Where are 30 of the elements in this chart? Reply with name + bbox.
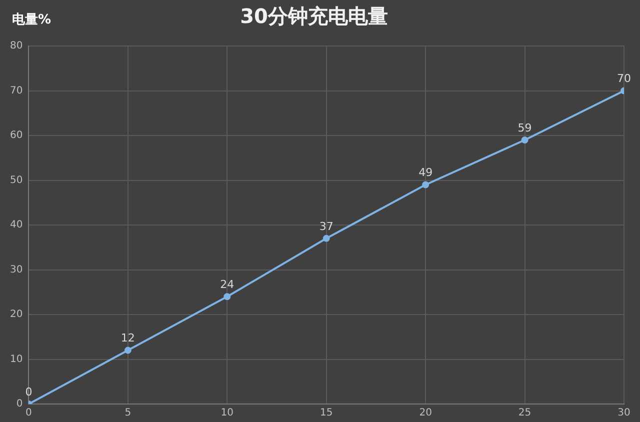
y-tick-label: 60 bbox=[10, 130, 23, 142]
data-label: 24 bbox=[220, 278, 234, 291]
y-tick-label: 40 bbox=[10, 220, 23, 231]
x-tick-label: 5 bbox=[124, 408, 132, 419]
point bbox=[521, 136, 528, 144]
data-label: 59 bbox=[518, 121, 532, 134]
data-label: 70 bbox=[617, 72, 631, 86]
data-label: 0 bbox=[25, 385, 32, 398]
y-tick-label: 50 bbox=[10, 174, 23, 186]
x-tick-label: 0 bbox=[26, 408, 32, 419]
x-tick-label: 15 bbox=[320, 408, 333, 419]
y-tick-label: 0 bbox=[16, 398, 23, 410]
y-tick-label: 80 bbox=[10, 40, 23, 52]
x-tick-label: 20 bbox=[419, 408, 432, 419]
y-tick-label: 30 bbox=[10, 264, 23, 276]
x-tick-label: 30 bbox=[618, 408, 630, 419]
y-tick-label: 20 bbox=[10, 309, 23, 320]
point bbox=[224, 293, 231, 300]
point bbox=[422, 181, 430, 188]
chart-title: 30分钟充电电量 bbox=[240, 4, 388, 28]
data-label: 12 bbox=[120, 332, 135, 345]
y-axis-title: 电量% bbox=[12, 12, 52, 28]
x-tick-label: 25 bbox=[518, 408, 532, 419]
x-tick-label: 10 bbox=[220, 408, 234, 419]
data-label: 37 bbox=[319, 220, 334, 233]
point bbox=[124, 346, 132, 354]
point bbox=[322, 234, 330, 242]
y-tick-label: 10 bbox=[10, 354, 23, 365]
y-tick-label: 70 bbox=[10, 85, 23, 96]
data-label: 49 bbox=[418, 166, 433, 180]
